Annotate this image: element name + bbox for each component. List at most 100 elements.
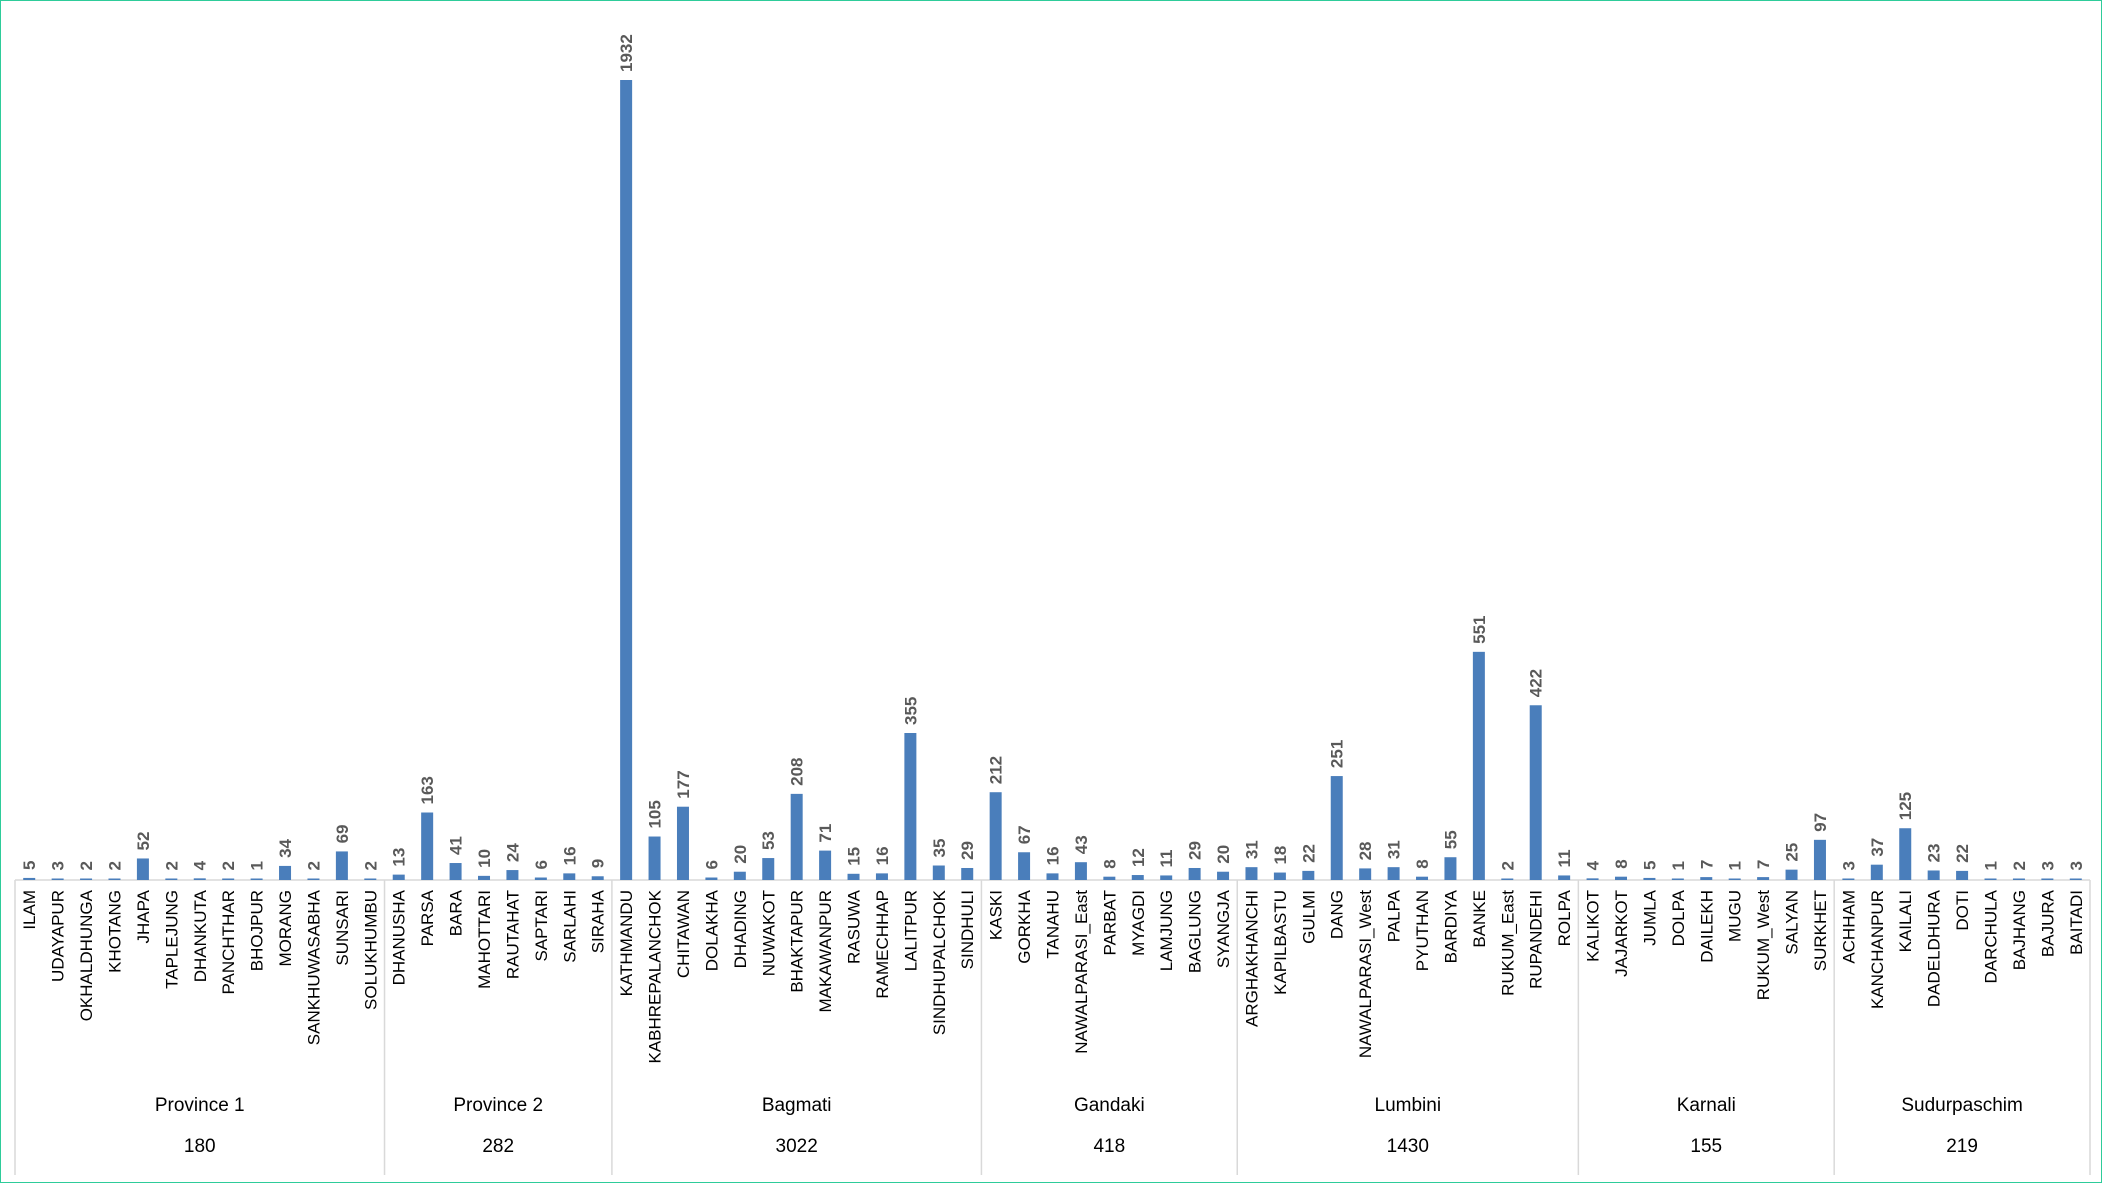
category-label: SAPTARI — [532, 890, 551, 961]
group-total-label: 418 — [1093, 1136, 1125, 1157]
data-label: 29 — [1186, 841, 1205, 860]
category-label: DARCHULA — [1982, 889, 2001, 983]
category-label: RUKUM_East — [1498, 890, 1517, 996]
bar — [1416, 876, 1429, 880]
category-label: SINDHULI — [958, 890, 977, 969]
data-label: 16 — [1044, 846, 1063, 865]
category-label: KHOTANG — [105, 890, 124, 973]
data-label: 7 — [1697, 860, 1716, 869]
category-label: BAJURA — [2038, 889, 2057, 957]
category-label: SOLUKHUMBU — [361, 890, 380, 1010]
category-label: MYAGDI — [1129, 890, 1148, 956]
data-label: 22 — [1299, 844, 1318, 863]
bar — [136, 858, 149, 880]
bar — [676, 806, 689, 880]
data-label: 2 — [304, 861, 323, 870]
bar — [1558, 875, 1571, 880]
group-total-label: 1430 — [1387, 1136, 1429, 1157]
data-label: 355 — [901, 697, 920, 725]
category-label: RUKUM_West — [1754, 890, 1773, 1000]
data-label: 2 — [2010, 861, 2029, 870]
data-label: 41 — [447, 836, 466, 855]
category-label: GULMI — [1299, 890, 1318, 944]
bar — [1472, 651, 1485, 880]
data-label: 24 — [503, 843, 522, 862]
category-label: DOLPA — [1669, 889, 1688, 946]
category-label: DANG — [1328, 890, 1347, 939]
data-label: 23 — [1925, 844, 1944, 863]
bar — [279, 865, 292, 880]
data-label: 67 — [1015, 825, 1034, 844]
data-label: 2 — [77, 861, 96, 870]
bar — [1700, 877, 1713, 880]
bar — [1387, 867, 1400, 880]
bar — [847, 873, 860, 880]
data-label: 11 — [1555, 849, 1574, 867]
data-label: 31 — [1242, 840, 1261, 859]
bar — [989, 792, 1002, 880]
bar — [2069, 878, 2082, 880]
bar — [648, 836, 661, 880]
category-label: JAJARKOT — [1612, 890, 1631, 977]
category-label: DHANKUTA — [191, 889, 210, 982]
data-label: 9 — [589, 859, 608, 868]
bar — [2012, 878, 2025, 880]
data-label: 52 — [134, 832, 153, 851]
data-label: 11 — [1157, 849, 1176, 867]
category-label: SURKHET — [1811, 890, 1830, 971]
category-label: LAMJUNG — [1157, 890, 1176, 971]
data-label: 1 — [1669, 861, 1688, 870]
data-label: 105 — [646, 800, 665, 828]
data-label: 34 — [276, 838, 295, 857]
bar — [1302, 870, 1315, 880]
bar — [1984, 878, 1997, 880]
category-label: MAKAWANPUR — [816, 890, 835, 1012]
bar-series — [23, 80, 2082, 880]
data-label: 18 — [1271, 846, 1290, 865]
bar — [1899, 828, 1912, 880]
category-label: JUMLA — [1640, 889, 1659, 945]
category-label: KALIKOT — [1584, 890, 1603, 962]
bar — [1870, 864, 1883, 880]
category-label: GORKHA — [1015, 889, 1034, 963]
data-label: 13 — [390, 848, 409, 867]
data-label: 163 — [418, 776, 437, 804]
category-label: RUPANDEHI — [1527, 890, 1546, 989]
data-label: 10 — [475, 849, 494, 868]
group-name-label: Lumbini — [1375, 1095, 1442, 1116]
bar — [1359, 868, 1372, 880]
data-label: 2 — [1498, 861, 1517, 870]
data-label: 251 — [1328, 740, 1347, 768]
data-label: 3 — [1839, 861, 1858, 870]
data-label: 4 — [1584, 860, 1603, 870]
bar — [1813, 839, 1826, 880]
data-label: 2 — [219, 861, 238, 870]
category-label: MUGU — [1726, 890, 1745, 942]
group-total-label: 180 — [184, 1136, 216, 1157]
bar — [1444, 857, 1457, 880]
category-label: BAITADI — [2067, 890, 2086, 955]
group-name-label: Sudurpaschim — [1901, 1095, 2022, 1116]
category-label: PALPA — [1385, 889, 1404, 942]
category-label: DHANUSHA — [390, 889, 409, 985]
data-label: 2 — [361, 861, 380, 870]
bar — [1217, 871, 1230, 880]
category-label: TAPLEJUNG — [162, 890, 181, 989]
group-labels: Province 1 180 Province 2 282 Bagmati 3022 Gan… — [155, 1095, 2023, 1157]
category-label: SIRAHA — [589, 889, 608, 953]
bar — [1046, 873, 1059, 880]
category-label: SYANGJA — [1214, 889, 1233, 968]
data-label: 28 — [1356, 841, 1375, 860]
bar — [2041, 878, 2054, 880]
bar — [1245, 867, 1258, 880]
bar — [1160, 875, 1173, 880]
category-label: UDAYAPUR — [49, 890, 68, 982]
category-label: KAPILBASTU — [1271, 890, 1290, 995]
data-label: 551 — [1470, 615, 1489, 643]
bar — [1131, 875, 1144, 880]
bar — [51, 878, 64, 880]
bar — [449, 863, 462, 880]
category-label: PANCHTHAR — [219, 890, 238, 995]
data-label: 6 — [702, 860, 721, 869]
category-label: SALYAN — [1783, 890, 1802, 955]
